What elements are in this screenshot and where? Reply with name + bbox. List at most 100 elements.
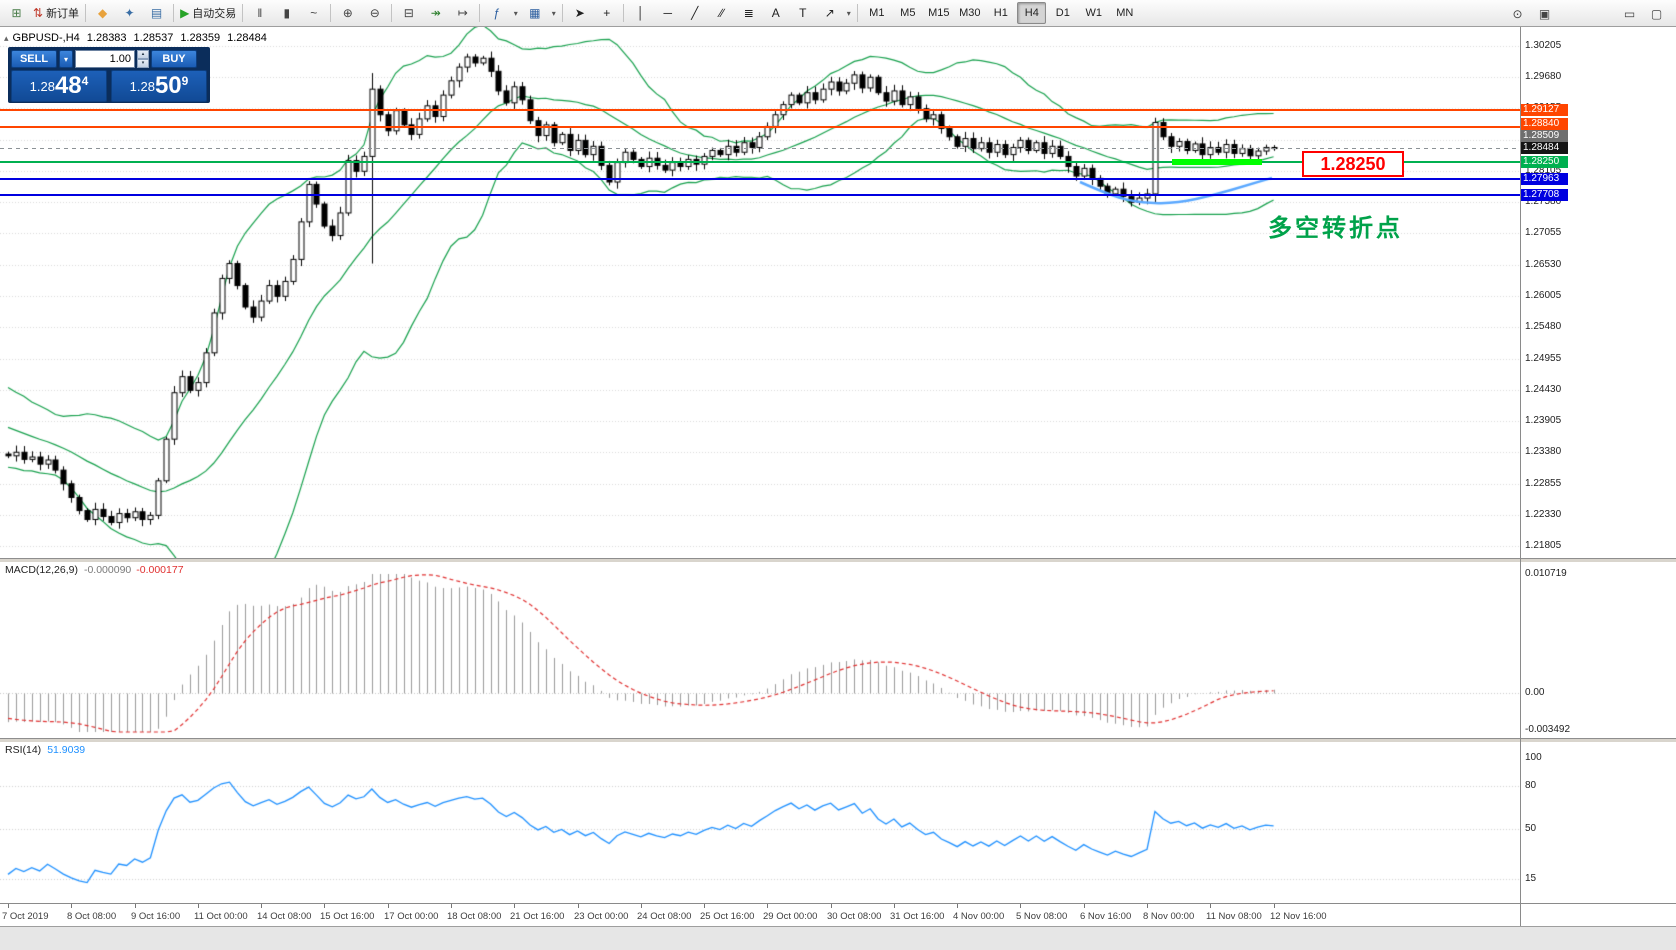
terminal-icon[interactable]: ▤	[143, 1, 170, 25]
support-line-1[interactable]	[0, 178, 1520, 180]
timeframe-m5[interactable]: M5	[900, 7, 916, 19]
channel-icon[interactable]: ∕∕	[708, 1, 735, 25]
resistance-line-2[interactable]	[0, 126, 1520, 128]
bar-chart-icon[interactable]: ‖	[246, 1, 273, 25]
templates-icon[interactable]: ▦	[521, 1, 548, 25]
rsi-axis-label: 15	[1525, 873, 1537, 884]
timeframe-m1[interactable]: M1	[869, 7, 885, 19]
macd-axis[interactable]: 0.010719 0.00 -0.003492	[1520, 562, 1676, 738]
time-tick	[514, 904, 515, 908]
time-axis[interactable]: 7 Oct 2019 8 Oct 08:00 9 Oct 16:00 11 Oct 0…	[0, 903, 1676, 926]
price-tag-resistance-1: 1.29127	[1520, 104, 1568, 116]
time-label: 4 Nov 00:00	[953, 911, 1005, 922]
label-tool-icon-glyph: T	[799, 6, 807, 20]
timeframe-h1[interactable]: H1	[993, 7, 1008, 19]
time-label: 31 Oct 16:00	[890, 911, 945, 922]
macd-panel[interactable]: MACD(12,26,9) -0.000090 -0.000177	[0, 562, 1676, 738]
indicators-dropdown-icon-glyph: ▾	[513, 8, 518, 18]
expand-icon[interactable]: ▢	[1643, 2, 1670, 26]
price-chart-panel[interactable]: ▴ GBPUSD-,H4 1.28383 1.28537 1.28359 1.28484 …	[0, 27, 1520, 558]
search-icon[interactable]: ⊙	[1504, 2, 1531, 26]
chart-shift-icon[interactable]: ↦	[449, 1, 476, 25]
volume-input[interactable]	[75, 50, 135, 68]
support-line-2[interactable]	[0, 194, 1520, 196]
cursor-icon[interactable]: ➤	[566, 1, 593, 25]
time-tick	[831, 904, 832, 908]
new-order-button[interactable]: ⇅ 新订单	[30, 1, 82, 25]
timeframe-m15[interactable]: M15	[928, 7, 950, 19]
label-tool-icon[interactable]: T	[789, 1, 816, 25]
time-label: 11 Nov 08:00	[1206, 911, 1262, 922]
new-chart-icon[interactable]: ⊞	[3, 1, 30, 25]
timeframe-h4[interactable]: H4	[1017, 2, 1047, 24]
price-chart-canvas[interactable]	[0, 27, 1520, 558]
sell-price-display[interactable]: 1.28 48 4	[11, 70, 107, 102]
pivot-highlight-segment[interactable]	[1172, 159, 1262, 165]
timeframe-d1[interactable]: D1	[1055, 7, 1070, 19]
timeframe-m30[interactable]: M30	[959, 7, 981, 19]
close-value: 1.28484	[227, 32, 267, 44]
crosshair-icon[interactable]: +	[593, 1, 620, 25]
timeframe-w1[interactable]: W1	[1085, 7, 1103, 19]
new-window-icon[interactable]: ▣	[1531, 2, 1558, 26]
symbol-timeframe-label: GBPUSD-,H4	[12, 32, 80, 44]
autotrading-button-glyph: ▶	[180, 6, 190, 20]
indicators-dropdown-icon[interactable]: ▾	[510, 1, 521, 25]
zoom-in-icon[interactable]: ⊕	[334, 1, 361, 25]
rsi-canvas[interactable]	[0, 742, 1520, 903]
resistance-line-1[interactable]	[0, 109, 1520, 111]
cursor-group: ➤ +	[566, 1, 620, 25]
time-tick	[1210, 904, 1211, 908]
indicators-icon[interactable]: ƒ	[483, 1, 510, 25]
open-value: 1.28383	[86, 32, 127, 44]
vertical-line-icon[interactable]: │	[627, 1, 654, 25]
auto-scroll-icon[interactable]: ↠	[422, 1, 449, 25]
trendline-icon[interactable]: ╱	[681, 1, 708, 25]
axis-price-label: 1.26005	[1525, 290, 1562, 301]
pivot-line[interactable]	[0, 161, 1520, 163]
dock-icon[interactable]: ▭	[1616, 2, 1643, 26]
text-tool-icon[interactable]: A	[762, 1, 789, 25]
arrow-tool-dropdown-icon[interactable]: ▾	[843, 1, 854, 25]
buy-price-big: 50	[154, 72, 182, 99]
arrow-tool-icon[interactable]: ↗	[816, 1, 843, 25]
autotrading-button-label: 自动交易	[192, 8, 237, 20]
panel-splitter[interactable]	[0, 738, 1676, 742]
zoom-out-icon[interactable]: ⊖	[361, 1, 388, 25]
price-callout[interactable]: 1.28250	[1302, 151, 1404, 177]
price-axis[interactable]: 1.302051.296801.291551.286301.281051.275…	[1520, 27, 1676, 558]
navigator-icon[interactable]: ✦	[116, 1, 143, 25]
tile-windows-icon[interactable]: ⊟	[395, 1, 422, 25]
time-label: 24 Oct 08:00	[637, 911, 692, 922]
vertical-line-icon-glyph: │	[637, 6, 645, 20]
sell-button[interactable]: SELL	[11, 50, 57, 68]
templates-icon-glyph: ▦	[529, 6, 541, 20]
time-label: 7 Oct 2019	[2, 911, 49, 922]
autotrading-button[interactable]: ▶ 自动交易	[177, 1, 239, 25]
buy-price-display[interactable]: 1.28 50 9	[111, 70, 207, 102]
one-click-collapse-icon[interactable]: ▴	[4, 33, 9, 43]
macd-canvas[interactable]	[0, 562, 1520, 738]
horizontal-line-icon[interactable]: ─	[654, 1, 681, 25]
toolbar: ⊞ ⇅ 新订单 ◆ ✦ ▤ ▶ 自动交易 ‖ ▮ ~ ⊕ ⊖ ⊟ ↠ ↦ ƒ ▾ ▦ ▾ ➤ + │ ─ ╱ ∕∕ ≣ A T ↗ ▾ M1 M…	[0, 0, 1676, 27]
axis-border	[1520, 27, 1521, 926]
market-watch-icon[interactable]: ◆	[89, 1, 116, 25]
fibonacci-icon[interactable]: ≣	[735, 1, 762, 25]
volume-dropdown-icon[interactable]: ▾	[59, 50, 73, 68]
panel-splitter[interactable]	[0, 558, 1676, 562]
rsi-panel[interactable]: RSI(14) 51.9039	[0, 742, 1676, 903]
time-tick	[894, 904, 895, 908]
candlestick-icon[interactable]: ▮	[273, 1, 300, 25]
timeframe-mn[interactable]: MN	[1116, 7, 1134, 19]
annotation-text[interactable]: 多空转折点	[1268, 215, 1403, 242]
time-label: 12 Nov 16:00	[1270, 911, 1327, 922]
arrow-tool-dropdown-icon-glyph: ▾	[846, 8, 851, 18]
buy-button[interactable]: BUY	[151, 50, 197, 68]
volume-step-up-icon[interactable]: ▴	[137, 50, 149, 59]
rsi-axis[interactable]: 100 80 50 15	[1520, 742, 1676, 903]
time-label: 6 Nov 16:00	[1080, 911, 1132, 922]
templates-dropdown-icon[interactable]: ▾	[548, 1, 559, 25]
volume-step-down-icon[interactable]: ▾	[137, 59, 149, 68]
line-chart-icon[interactable]: ~	[300, 1, 327, 25]
time-label: 17 Oct 00:00	[384, 911, 439, 922]
